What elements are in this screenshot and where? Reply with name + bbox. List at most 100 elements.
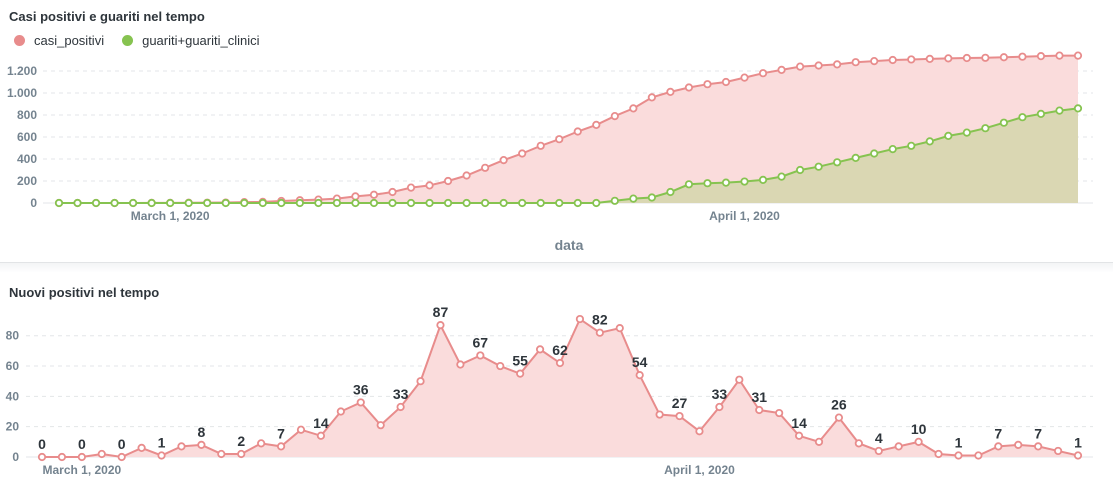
data-label: 33 <box>393 386 409 402</box>
data-point <box>332 198 342 208</box>
data-point <box>907 141 916 150</box>
y-tick-label: 0 <box>30 196 37 210</box>
data-point <box>157 451 166 460</box>
data-point <box>1014 440 1023 449</box>
data-point <box>277 198 286 208</box>
x-tick-label: April 1, 2020 <box>709 209 780 223</box>
data-point <box>573 127 582 136</box>
data-point <box>944 54 953 63</box>
data-point <box>388 198 397 208</box>
data-point <box>735 375 744 384</box>
data-point <box>316 431 326 440</box>
data-point <box>77 452 86 462</box>
data-label: 27 <box>672 395 688 411</box>
data-point <box>97 449 106 459</box>
data-point <box>396 402 405 412</box>
legend-dot-guariti <box>122 35 134 46</box>
y-tick-label: 800 <box>17 108 37 122</box>
legend-label-casi-positivi: casi_positivi <box>34 33 105 48</box>
chart-cumulative: 0 200 400 600 800 1.000 1.200 March 1, 2020 Apri… <box>7 51 1093 253</box>
data-point <box>518 149 527 158</box>
data-label: 1 <box>1074 434 1082 450</box>
data-point <box>369 198 379 208</box>
y-tick-label: 0 <box>12 450 19 464</box>
data-point <box>221 198 230 208</box>
data-point <box>655 410 664 419</box>
data-point <box>795 165 805 175</box>
data-point <box>962 53 971 63</box>
data-point <box>184 198 193 208</box>
data-point <box>314 198 323 208</box>
data-point <box>695 427 704 436</box>
data-point <box>833 158 842 167</box>
data-point <box>1034 442 1043 451</box>
data-point <box>615 324 624 333</box>
data-point <box>1036 109 1046 119</box>
data-point <box>406 198 416 208</box>
data-label: 62 <box>552 342 568 358</box>
data-point <box>894 442 903 451</box>
data-point <box>516 369 525 378</box>
data-point <box>555 135 564 144</box>
legend-item-casi-positivi[interactable]: casi_positivi <box>14 33 104 48</box>
data-label: 54 <box>632 354 648 370</box>
chart-new-cases: 0 20 40 60 80 March 1, 2020 April 1, 2020 0 0 0 1 8… <box>6 304 1093 477</box>
x-axis-label: data <box>555 237 584 253</box>
data-label: 0 <box>118 436 126 452</box>
data-point <box>1073 104 1083 113</box>
series-area-0 <box>42 319 1078 457</box>
data-point <box>888 145 897 154</box>
data-label: 26 <box>831 397 847 413</box>
data-label: 7 <box>994 425 1002 441</box>
data-point <box>518 198 527 208</box>
data-point <box>177 442 186 451</box>
data-point <box>775 408 784 418</box>
data-point <box>462 198 471 208</box>
data-point <box>610 196 619 205</box>
data-label: 14 <box>313 415 329 431</box>
data-point <box>703 80 712 89</box>
data-point <box>758 69 768 78</box>
data-label: 0 <box>78 436 86 452</box>
data-point <box>117 452 126 462</box>
x-tick-label: March 1, 2020 <box>42 463 121 477</box>
data-label: 10 <box>911 421 927 437</box>
series-area-1 <box>59 108 1078 203</box>
data-label: 0 <box>38 436 46 452</box>
data-point <box>934 449 943 459</box>
data-point <box>110 198 119 208</box>
data-point <box>851 58 860 67</box>
data-label: 36 <box>353 381 369 397</box>
chart-panel-cumulative: Casi positivi e guariti nel tempo casi_p… <box>6 9 1093 253</box>
data-point <box>217 449 226 459</box>
data-point <box>499 198 508 208</box>
data-point <box>1053 446 1063 456</box>
data-point <box>999 53 1008 62</box>
data-point <box>295 198 304 208</box>
data-point <box>496 361 505 371</box>
data-point <box>794 431 804 440</box>
data-point <box>777 172 786 181</box>
data-point <box>635 371 644 380</box>
data-point <box>944 131 953 140</box>
data-label: 14 <box>791 415 807 431</box>
data-point <box>73 198 82 208</box>
data-point <box>914 437 923 446</box>
data-point <box>166 198 175 208</box>
data-point <box>1055 51 1064 60</box>
data-point <box>1073 51 1083 60</box>
data-point <box>351 192 360 201</box>
data-point <box>721 77 731 87</box>
data-label: 7 <box>277 425 285 441</box>
data-point <box>647 93 656 102</box>
legend-item-guariti[interactable]: guariti+guariti_clinici <box>122 33 260 48</box>
panel-separator <box>0 262 1113 273</box>
data-point <box>684 180 694 189</box>
data-point <box>1073 451 1083 460</box>
data-point <box>555 358 565 368</box>
legend-dot-casi-positivi <box>14 35 25 46</box>
data-point <box>240 198 249 208</box>
data-point <box>629 104 638 113</box>
data-point <box>833 60 842 69</box>
data-point <box>555 198 564 208</box>
